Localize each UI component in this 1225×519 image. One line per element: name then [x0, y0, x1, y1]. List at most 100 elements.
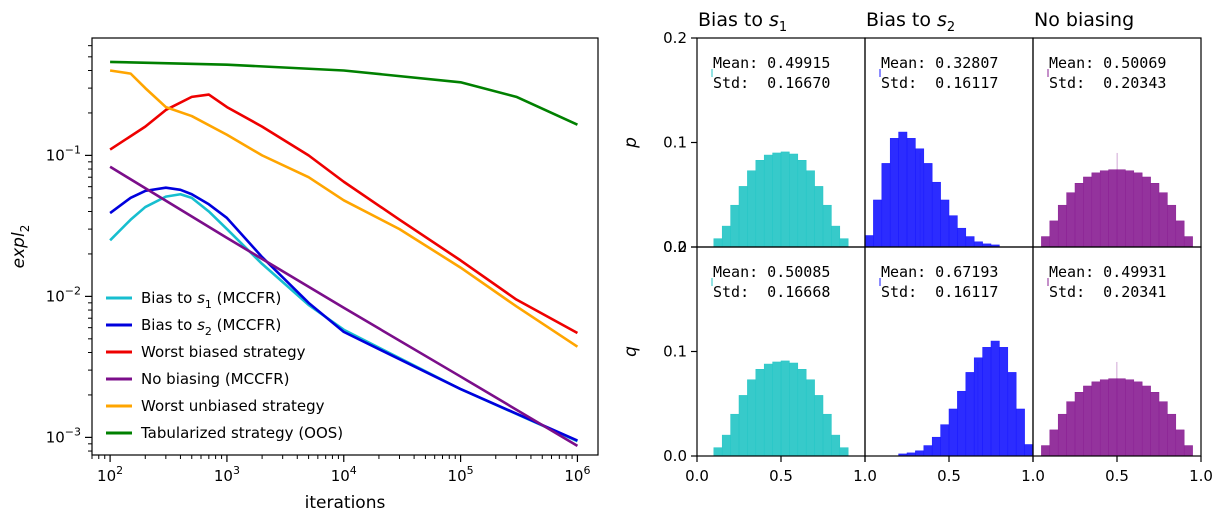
- row-label: p: [621, 137, 641, 149]
- histogram-grid: Mean: 0.49915 Std: 0.16670 Mean: 0.32807 St…: [621, 9, 1213, 485]
- legend-label: Bias to s2 (MCCFR): [141, 316, 281, 338]
- histogram-bar: [789, 362, 799, 457]
- y-tick-label: 0.0: [663, 447, 687, 465]
- std-text: Std: 0.16117: [881, 74, 998, 92]
- histogram-bar: [1049, 220, 1059, 248]
- histogram-bar: [881, 163, 891, 248]
- histogram-panel: Mean: 0.49931 Std: 0.20341: [1032, 246, 1202, 457]
- histogram-bar: [1083, 176, 1093, 248]
- x-tick-label: 1.0: [853, 467, 877, 485]
- y-tick-label: 0.2: [663, 238, 687, 256]
- y-tick-label: 0.2: [663, 29, 687, 47]
- histogram-bar: [1099, 379, 1109, 457]
- histogram-bar: [1150, 183, 1160, 248]
- histogram-bar: [839, 447, 849, 457]
- column-title: Bias to s2: [866, 9, 955, 35]
- histogram-bar: [1183, 236, 1193, 248]
- histogram-bar: [721, 434, 731, 457]
- histogram-bar: [1116, 169, 1126, 248]
- histogram-panel: Mean: 0.67193 Std: 0.16117: [864, 246, 1034, 457]
- histogram-bar: [1057, 413, 1067, 457]
- histogram-bar: [1158, 401, 1168, 457]
- histogram-bar: [1175, 429, 1185, 457]
- std-text: Std: 0.20341: [1049, 283, 1166, 301]
- mean-text: Mean: 0.32807: [881, 54, 998, 72]
- histogram-bar: [1167, 204, 1177, 248]
- histogram-bar: [1108, 378, 1118, 457]
- histogram-panel: Mean: 0.50085 Std: 0.16668: [696, 246, 866, 457]
- y-tick-label: 10−1: [46, 143, 81, 164]
- histogram-panel: Mean: 0.32807 Std: 0.16117: [864, 37, 1034, 248]
- column-title: Bias to s1: [698, 9, 787, 35]
- histogram-bar: [915, 148, 925, 248]
- histogram-bar: [1175, 220, 1185, 248]
- x-tick-label: 106: [564, 464, 590, 485]
- histogram-bar: [831, 434, 841, 457]
- histogram-bar: [1066, 192, 1076, 248]
- histogram-bar: [957, 227, 967, 248]
- mean-text: Mean: 0.50085: [713, 263, 830, 281]
- histogram-bar: [1041, 236, 1051, 248]
- histogram-bar: [1108, 169, 1118, 248]
- series-line: [109, 186, 578, 442]
- x-tick-label: 0.5: [769, 467, 793, 485]
- histogram-bar: [789, 153, 799, 248]
- histogram-bar: [982, 347, 992, 457]
- y-tick-label: 0.1: [663, 343, 687, 361]
- histogram-bar: [1007, 372, 1017, 457]
- histogram-bar: [805, 379, 815, 457]
- x-tick-label: 103: [214, 464, 240, 485]
- row-label: q: [621, 346, 641, 357]
- histogram-bar: [1057, 204, 1067, 248]
- y-tick-label: 10−3: [46, 425, 81, 446]
- histogram-bar: [730, 204, 740, 248]
- histogram-bar: [965, 372, 975, 457]
- mean-text: Mean: 0.49931: [1049, 263, 1166, 281]
- mean-text: Mean: 0.67193: [881, 263, 998, 281]
- histogram-bar: [814, 395, 824, 457]
- mean-text: Mean: 0.49915: [713, 54, 830, 72]
- std-text: Std: 0.16670: [713, 74, 830, 92]
- histogram-bar: [772, 152, 782, 248]
- histogram-bar: [898, 131, 908, 248]
- histogram-bar: [1167, 413, 1177, 457]
- legend-label: Worst biased strategy: [141, 343, 306, 361]
- histogram-bar: [1125, 170, 1135, 248]
- histogram-bar: [814, 186, 824, 248]
- x-tick-label: 1.0: [1189, 467, 1213, 485]
- plot-frame: [91, 37, 599, 456]
- histogram-bar: [747, 170, 757, 248]
- histogram-bar: [1183, 445, 1193, 457]
- histogram-panel: Mean: 0.49915 Std: 0.16670: [696, 37, 866, 248]
- std-text: Std: 0.16117: [881, 283, 998, 301]
- histogram-bar: [772, 361, 782, 457]
- histogram-bar: [797, 369, 807, 457]
- histogram-bar: [822, 413, 832, 457]
- histogram-bar: [940, 199, 950, 248]
- histogram-bar: [1125, 379, 1135, 457]
- histogram-bar: [1041, 445, 1051, 457]
- histogram-bar: [915, 450, 925, 457]
- histogram-bar: [755, 160, 765, 248]
- legend: Bias to s1 (MCCFR) Bias to s2 (MCCFR) Wors…: [106, 289, 343, 442]
- histogram-bar: [873, 199, 883, 248]
- series-group: [109, 60, 579, 448]
- std-text: Std: 0.20343: [1049, 74, 1166, 92]
- y-tick-label: 10−2: [46, 284, 81, 305]
- histogram-bar: [948, 215, 958, 248]
- histogram-bar: [973, 357, 983, 457]
- std-text: Std: 0.16668: [713, 283, 830, 301]
- histogram-bar: [780, 360, 790, 457]
- histogram-bar: [906, 138, 916, 248]
- series-line: [109, 165, 579, 448]
- histogram-bar: [1116, 378, 1126, 457]
- histogram-bar: [923, 445, 933, 457]
- x-tick-label: 102: [97, 464, 123, 485]
- legend-label: Bias to s1 (MCCFR): [141, 289, 281, 311]
- histogram-bar: [1150, 392, 1160, 457]
- histogram-bar: [1015, 408, 1025, 457]
- histogram-bar: [713, 447, 723, 457]
- histogram-bar: [1074, 392, 1084, 457]
- x-tick-label: 1.0: [1021, 467, 1045, 485]
